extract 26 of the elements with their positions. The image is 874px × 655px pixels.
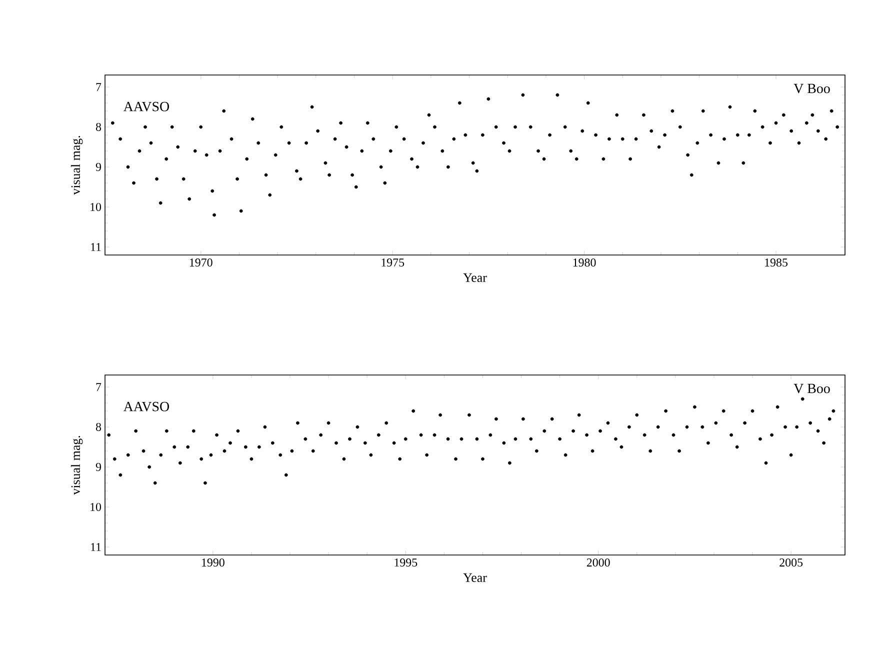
x-tick-label: 1975 — [382, 258, 404, 267]
y-tick-label: 11 — [91, 543, 101, 551]
x-tick-label: 2005 — [780, 558, 803, 567]
y-axis-title: visual mag. — [70, 436, 83, 495]
x-axis-title: Year — [463, 273, 487, 282]
x-tick-label: 1995 — [394, 558, 418, 567]
y-tick-label: 9 — [96, 462, 101, 471]
y-tick-label: 7 — [96, 383, 102, 391]
x-axis-title: Year — [463, 573, 487, 582]
y-tick-label: 10 — [90, 202, 102, 212]
y-tick-label: 8 — [96, 122, 102, 132]
annotation: V Boo — [794, 84, 830, 94]
x-tick-label: 2000 — [586, 558, 610, 567]
annotation: AAVSO — [123, 402, 170, 412]
x-tick-label: 1985 — [765, 258, 788, 267]
annotation: AAVSO — [123, 102, 170, 112]
y-tick-label: 10 — [90, 502, 102, 512]
x-tick-label: 1970 — [190, 258, 212, 267]
x-tick-label: 1990 — [202, 558, 224, 567]
annotation: V Boo — [794, 384, 830, 394]
y-tick-label: 7 — [96, 83, 102, 91]
y-tick-label: 11 — [91, 243, 101, 251]
y-axis-title: visual mag. — [70, 136, 83, 195]
y-tick-label: 9 — [96, 162, 101, 171]
y-tick-label: 8 — [96, 422, 102, 432]
x-tick-label: 1980 — [573, 258, 596, 267]
